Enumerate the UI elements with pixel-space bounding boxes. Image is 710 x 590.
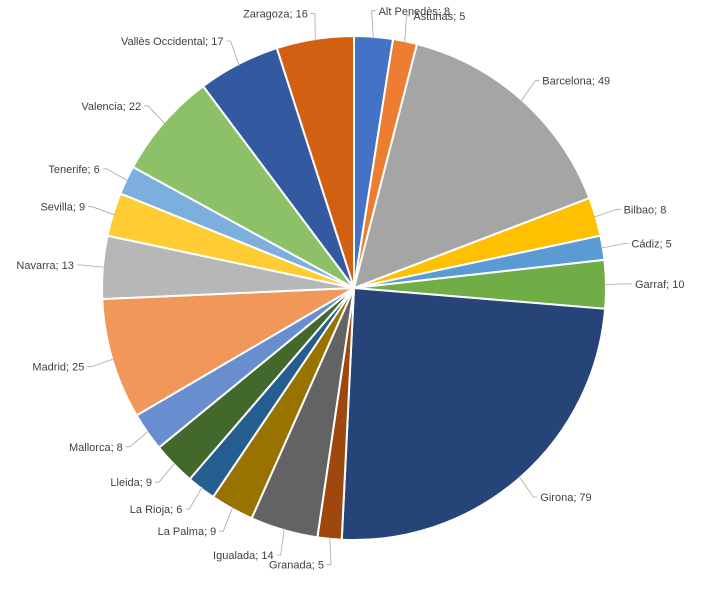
data-label-lleida: Lleida; 9 [110,477,152,489]
leader-line-valencia [144,105,166,125]
data-label-valles-occidental: Vallès Occidental; 17 [121,36,224,48]
data-label-alt-penedes: Alt Penedès; 8 [379,6,451,18]
data-label-navarra: Navarra; 13 [16,260,73,272]
leader-line-la-rioja [185,486,203,510]
leader-line-bilbao [593,208,621,218]
leader-line-barcelona [520,80,540,102]
leader-line-asturias [404,15,411,44]
data-label-valencia: Valencia; 22 [81,101,141,113]
data-label-madrid: Madrid; 25 [32,362,84,374]
leader-line-lleida [155,462,176,483]
data-label-la-rioja: La Rioja; 6 [130,504,183,516]
leader-line-alt-penedes [371,10,376,39]
data-label-granada: Granada; 5 [269,560,324,572]
data-label-tenerife: Tenerife; 6 [48,164,99,176]
leader-line-valles-occidental [226,40,240,67]
leader-line-granada [327,536,332,566]
leader-line-girona [518,475,538,498]
leader-line-tenerife [102,168,129,182]
data-label-zaragoza: Zaragoza; 16 [243,8,308,20]
data-label-garraf: Garraf; 10 [635,279,685,291]
leader-line-mallorca [125,430,150,448]
data-label-barcelona: Barcelona; 49 [542,76,610,88]
data-label-asturias: Asturias; 5 [413,11,465,23]
data-label-bilbao: Bilbao; 8 [624,204,667,216]
data-label-girona: Girona; 79 [540,492,591,504]
slices-layer [101,34,607,541]
leader-line-sevilla [88,206,116,216]
leader-line-igualada [276,528,285,556]
data-label-igualada: Igualada; 14 [213,550,274,562]
leader-line-garraf [603,283,632,285]
leader-line-zaragoza [310,12,316,42]
data-label-cadiz: Cádiz; 5 [631,239,671,251]
leader-line-la-palma [219,506,234,532]
leader-lines-layer [76,10,632,566]
data-label-la-palma: La Palma; 9 [158,526,217,538]
data-label-mallorca: Mallorca; 8 [69,442,123,454]
leader-line-madrid [87,358,115,368]
data-label-sevilla: Sevilla; 9 [40,202,85,214]
leader-line-navarra [76,264,105,268]
leader-line-cadiz [600,243,629,249]
